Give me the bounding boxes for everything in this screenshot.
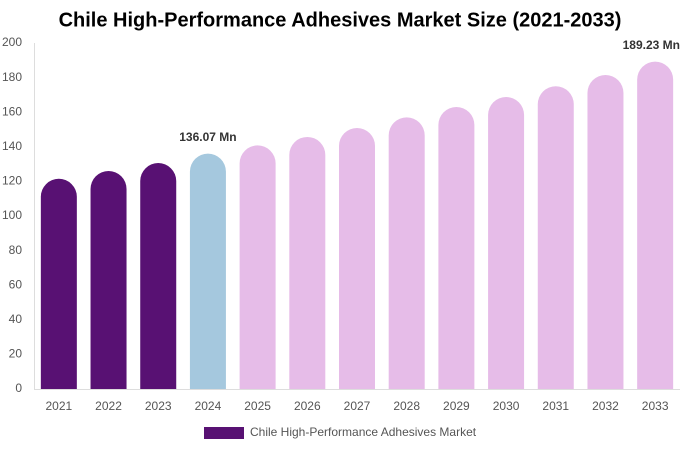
value-label: 189.23 Mn xyxy=(623,38,680,52)
bar xyxy=(289,136,326,389)
x-tick-label: 2026 xyxy=(294,399,321,413)
bar xyxy=(587,75,624,389)
bar xyxy=(140,163,177,389)
bar xyxy=(637,61,674,389)
x-tick-label: 2025 xyxy=(244,399,271,413)
value-label: 136.07 Mn xyxy=(179,130,236,144)
bar xyxy=(40,178,77,389)
chart-title: Chile High-Performance Adhesives Market … xyxy=(59,9,622,31)
x-tick-label: 2028 xyxy=(393,399,420,413)
bar xyxy=(90,171,127,389)
y-tick-label: 60 xyxy=(9,277,23,291)
y-tick-label: 200 xyxy=(2,35,22,49)
x-tick-label: 2032 xyxy=(592,399,619,413)
legend-swatch xyxy=(204,427,244,439)
x-tick-label: 2031 xyxy=(542,399,569,413)
bar xyxy=(339,127,375,390)
x-tick-label: 2029 xyxy=(443,399,470,413)
y-tick-label: 160 xyxy=(2,104,22,118)
y-tick-label: 140 xyxy=(2,139,22,153)
bar xyxy=(388,117,425,389)
x-tick-label: 2021 xyxy=(45,399,72,413)
y-tick-label: 180 xyxy=(2,70,22,84)
bar xyxy=(438,107,475,389)
x-tick-label: 2033 xyxy=(642,399,669,413)
y-tick-label: 100 xyxy=(2,208,22,222)
y-tick-label: 120 xyxy=(2,174,22,188)
y-tick-label: 80 xyxy=(9,243,23,257)
bar xyxy=(189,153,226,389)
bar xyxy=(537,86,574,389)
y-tick-label: 0 xyxy=(15,381,22,395)
bar xyxy=(488,97,525,389)
x-tick-label: 2027 xyxy=(344,399,371,413)
bar xyxy=(239,145,276,389)
x-tick-label: 2022 xyxy=(95,399,122,413)
legend-label: Chile High-Performance Adhesives Market xyxy=(250,425,477,439)
x-tick-label: 2023 xyxy=(145,399,172,413)
x-tick-label: 2030 xyxy=(493,399,520,413)
y-tick-label: 20 xyxy=(9,347,23,361)
y-tick-label: 40 xyxy=(9,312,23,326)
x-tick-label: 2024 xyxy=(195,399,222,413)
